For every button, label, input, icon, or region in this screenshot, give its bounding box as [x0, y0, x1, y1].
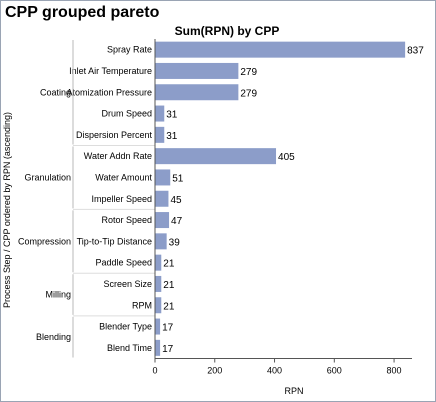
- group-label: Compression: [18, 236, 71, 246]
- bar: [155, 148, 277, 165]
- data-label: 279: [240, 88, 257, 99]
- x-tick-label: 400: [267, 366, 282, 376]
- data-label: 45: [170, 195, 182, 206]
- category-label: Drum Speed: [101, 109, 152, 119]
- chart-title: Sum(RPN) by CPP: [175, 24, 280, 38]
- x-tick-label: 200: [207, 366, 222, 376]
- bar: [155, 169, 171, 186]
- bar: [155, 190, 169, 207]
- data-label: 17: [162, 344, 174, 355]
- data-label: 21: [163, 280, 175, 291]
- category-label: Tip-to-Tip Distance: [77, 236, 152, 246]
- y-axis-title: Process Step / CPP ordered by RPN (ascen…: [2, 112, 12, 308]
- data-label: 21: [163, 259, 175, 270]
- x-tick-label: 0: [152, 366, 157, 376]
- data-label: 837: [407, 46, 424, 57]
- category-label: Atomization Pressure: [66, 87, 152, 97]
- bar: [155, 318, 161, 335]
- group-label: Granulation: [24, 172, 71, 182]
- plot-area: Spray Rate 837 Inlet Air Temperature 279 Ato…: [18, 39, 424, 376]
- bar: [155, 41, 406, 58]
- category-label: Paddle Speed: [95, 258, 152, 268]
- group-label: Coating: [40, 87, 71, 97]
- x-axis-title: RPN: [284, 386, 303, 396]
- bar: [155, 254, 162, 271]
- bar: [155, 84, 239, 101]
- bar: [155, 212, 170, 229]
- bar: [155, 339, 161, 356]
- data-label: 39: [169, 237, 181, 248]
- data-label: 21: [163, 301, 175, 312]
- bar: [155, 275, 162, 292]
- bar: [155, 105, 165, 122]
- data-label: 17: [162, 323, 174, 334]
- category-label: Screen Size: [103, 279, 152, 289]
- data-label: 51: [172, 173, 184, 184]
- category-label: Dispersion Percent: [76, 130, 153, 140]
- bar: [155, 297, 162, 314]
- category-label: Inlet Air Temperature: [69, 66, 152, 76]
- category-label: Blender Type: [99, 322, 152, 332]
- category-label: Rotor Speed: [101, 215, 152, 225]
- x-tick-label: 600: [327, 366, 342, 376]
- category-label: Impeller Speed: [91, 194, 152, 204]
- data-label: 405: [278, 152, 295, 163]
- data-label: 31: [166, 110, 178, 121]
- group-label: Milling: [45, 290, 71, 300]
- data-label: 47: [171, 216, 183, 227]
- category-label: Spray Rate: [107, 45, 152, 55]
- x-tick-label: 800: [387, 366, 402, 376]
- page-title: CPP grouped pareto: [5, 4, 160, 21]
- data-label: 279: [240, 67, 257, 78]
- category-label: Blend Time: [107, 343, 152, 353]
- category-label: Water Addn Rate: [84, 151, 152, 161]
- bar: [155, 126, 165, 143]
- data-label: 31: [166, 131, 178, 142]
- bar: [155, 233, 167, 250]
- group-label: Blending: [36, 332, 71, 342]
- bar: [155, 62, 239, 79]
- category-label: Water Amount: [95, 172, 152, 182]
- category-label: RPM: [132, 300, 152, 310]
